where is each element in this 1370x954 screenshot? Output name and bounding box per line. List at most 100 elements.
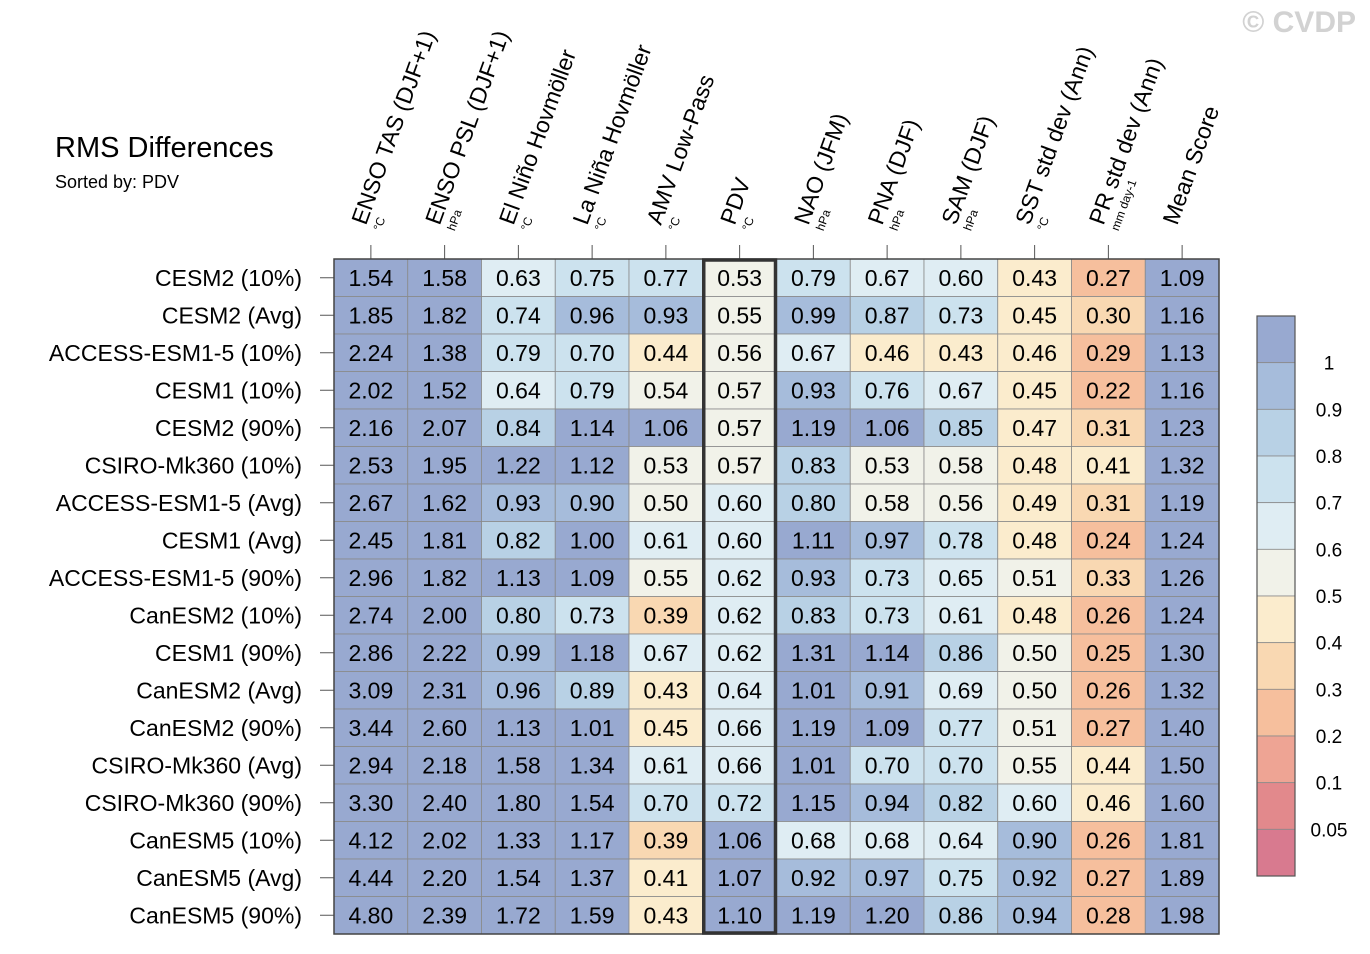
heatmap-cell — [1071, 821, 1146, 860]
column-label: AMV Low-Pass — [641, 71, 719, 228]
row-label: CanESM5 (10%) — [129, 827, 302, 853]
heatmap-cell — [407, 633, 482, 672]
cell-value-label: 0.79 — [496, 340, 541, 366]
heatmap-cell — [481, 521, 556, 560]
row-label: CanESM2 (Avg) — [136, 677, 302, 703]
cell-value-label: 1.10 — [717, 902, 762, 928]
cell-value-label: 3.44 — [348, 715, 393, 741]
heatmap-cell — [1144, 633, 1220, 672]
heatmap-cell — [997, 483, 1072, 522]
column-unit-label: °C — [518, 215, 536, 233]
cell-value-label: 2.53 — [348, 452, 393, 478]
row-labels: CESM2 (10%) CESM2 (Avg) ACCESS-ESM1-5 (10%… — [49, 265, 334, 928]
heatmap-cell — [702, 746, 777, 785]
heatmap-cell — [481, 671, 556, 710]
heatmap-cell — [849, 333, 925, 372]
cell-value-label: 0.46 — [1012, 340, 1057, 366]
cell-value-label: 1.13 — [496, 565, 541, 591]
cell-value-label: 1.37 — [570, 865, 615, 891]
heatmap-cell — [554, 746, 630, 785]
heatmap-cell — [554, 708, 630, 747]
heatmap-cell — [702, 671, 777, 710]
cell-value-label: 1.09 — [570, 565, 615, 591]
cell-value-label: 1.40 — [1160, 715, 1205, 741]
colorbar-tick-label: 0.1 — [1316, 774, 1342, 795]
cell-value-label: 0.50 — [643, 490, 688, 516]
heatmap-cell — [849, 521, 925, 560]
heatmap-cell — [702, 708, 777, 747]
heatmap-cell — [333, 708, 409, 747]
cell-value-label: 0.70 — [865, 752, 910, 778]
heatmap-cell — [702, 596, 777, 635]
cell-value-label: 0.61 — [643, 527, 688, 553]
column-unit-label: °C — [1034, 215, 1052, 233]
cell-value-label: 0.86 — [938, 902, 983, 928]
cell-value-label: 1.34 — [570, 752, 615, 778]
cell-value-label: 0.41 — [643, 865, 688, 891]
highlighted-column-border — [702, 258, 778, 935]
heatmap-cells: 1.54 1.58 0.63 0.75 0.77 0.53 0.79 0.67 0.60 0.43… — [333, 258, 1220, 935]
cell-value-label: 1.22 — [496, 452, 541, 478]
heatmap-cell — [333, 333, 409, 372]
cell-value-label: 1.20 — [865, 902, 910, 928]
cell-value-label: 1.26 — [1160, 565, 1205, 591]
cell-value-label: 1.19 — [791, 902, 836, 928]
heatmap-cell — [997, 746, 1072, 785]
cell-value-label: 1.18 — [570, 640, 615, 666]
heatmap-cell — [481, 746, 556, 785]
cell-value-label: 1.06 — [717, 827, 762, 853]
cell-value-label: 1.09 — [1160, 265, 1205, 291]
heatmap-cell — [481, 896, 556, 935]
row-label: CESM1 (10%) — [155, 377, 302, 403]
cell-value-label: 0.92 — [1012, 865, 1057, 891]
heatmap-cell — [1144, 483, 1220, 522]
heatmap-cell — [407, 671, 482, 710]
cell-value-label: 2.24 — [348, 340, 393, 366]
heatmap-cell — [849, 296, 925, 335]
cell-value-label: 0.43 — [938, 340, 983, 366]
cell-value-label: 0.77 — [643, 265, 688, 291]
cell-value-label: 0.45 — [1012, 302, 1057, 328]
cell-value-label: 0.94 — [1012, 902, 1057, 928]
heatmap-cell — [997, 896, 1072, 935]
title-group: RMS Differences Sorted by: PDV — [55, 132, 274, 192]
heatmap-cell — [923, 446, 999, 485]
heatmap-cell — [407, 558, 482, 597]
column-unit-label: °C — [592, 215, 610, 233]
cell-value-label: 2.40 — [422, 790, 467, 816]
heatmap-cell — [554, 446, 630, 485]
cell-value-label: 0.51 — [1012, 715, 1057, 741]
cell-value-label: 4.80 — [348, 902, 393, 928]
colorbar-segment — [1256, 735, 1296, 784]
heatmap-cell — [333, 258, 409, 297]
cell-value-label: 2.02 — [422, 827, 467, 853]
cell-value-label: 4.44 — [348, 865, 393, 891]
cell-value-label: 0.85 — [938, 415, 983, 441]
cell-value-label: 1.24 — [1160, 527, 1205, 553]
cell-value-label: 0.31 — [1086, 490, 1131, 516]
cell-value-label: 0.91 — [865, 677, 910, 703]
heatmap-cell — [923, 783, 999, 822]
heatmap-cell — [776, 596, 851, 635]
cell-value-label: 1.95 — [422, 452, 467, 478]
cell-value-label: 2.00 — [422, 602, 467, 628]
heatmap-cell — [702, 821, 777, 860]
heatmap-cell — [1144, 521, 1220, 560]
colorbar-segment — [1256, 548, 1296, 597]
cell-value-label: 0.39 — [643, 602, 688, 628]
cell-value-label: 0.75 — [938, 865, 983, 891]
heatmap-cell — [333, 746, 409, 785]
row-label: ACCESS-ESM1-5 (Avg) — [56, 490, 302, 516]
cell-value-label: 1.50 — [1160, 752, 1205, 778]
heatmap-cell — [1144, 258, 1220, 297]
cell-value-label: 2.31 — [422, 677, 467, 703]
column-unit-label: hPa — [813, 207, 834, 232]
cell-value-label: 0.96 — [496, 677, 541, 703]
heatmap-cell — [407, 896, 482, 935]
colorbar-tick-label: 0.7 — [1316, 494, 1342, 515]
cell-value-label: 0.73 — [865, 565, 910, 591]
cell-value-label: 0.45 — [643, 715, 688, 741]
row-label: CSIRO-Mk360 (Avg) — [92, 752, 302, 778]
cell-value-label: 0.94 — [865, 790, 910, 816]
colorbar-border — [1256, 315, 1296, 877]
